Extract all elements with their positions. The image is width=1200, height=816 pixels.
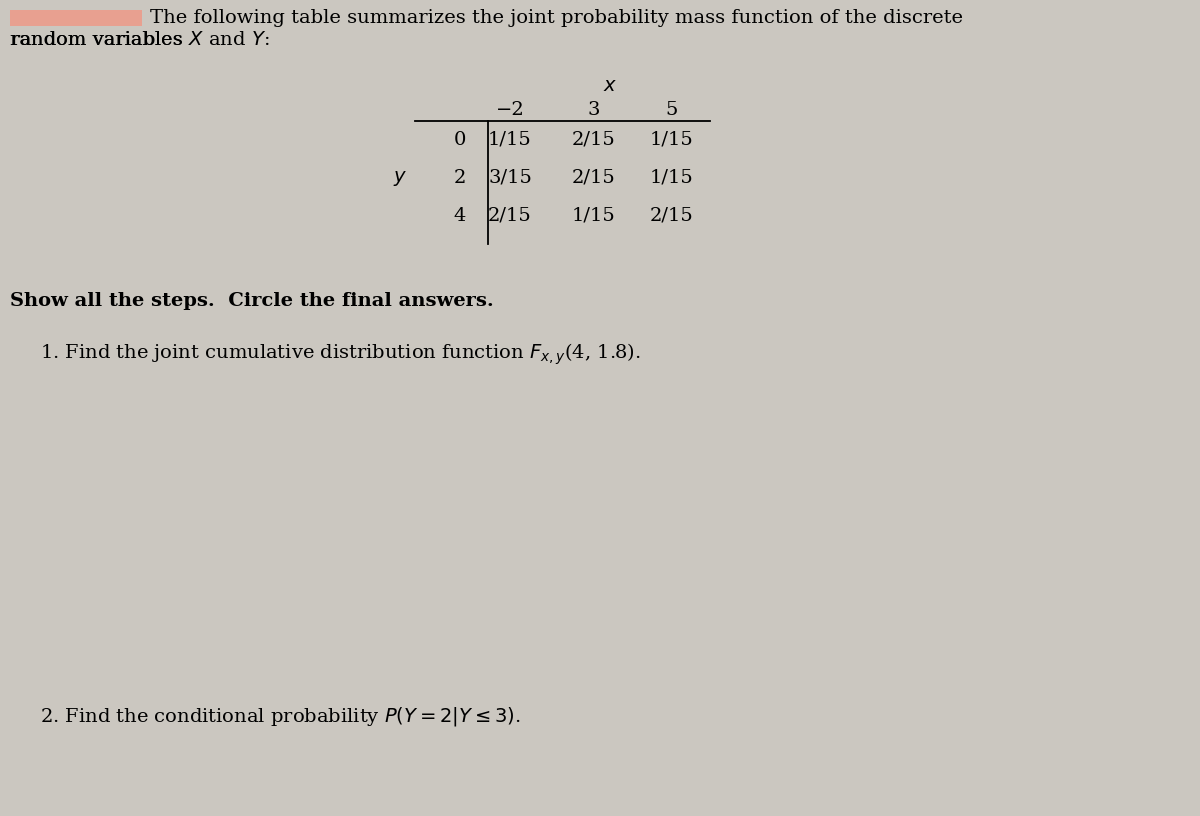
Text: 1/15: 1/15 (650, 169, 694, 187)
Text: The following table summarizes the joint probability mass function of the discre: The following table summarizes the joint… (150, 9, 964, 27)
Text: 2/15: 2/15 (572, 169, 616, 187)
Text: 3/15: 3/15 (488, 169, 532, 187)
Text: $x$: $x$ (602, 77, 617, 95)
Text: 3: 3 (588, 101, 600, 119)
Text: 2/15: 2/15 (572, 131, 616, 149)
Text: 1/15: 1/15 (650, 131, 694, 149)
Text: $y$: $y$ (392, 168, 407, 188)
Text: 2. Find the conditional probability $P(Y = 2|Y \leq 3)$.: 2. Find the conditional probability $P(Y… (40, 704, 521, 728)
Text: 0: 0 (454, 131, 466, 149)
Text: 1. Find the joint cumulative distribution function $F_{x,y}$(4, 1.8).: 1. Find the joint cumulative distributio… (40, 341, 641, 366)
Text: Show all the steps.  Circle the final answers.: Show all the steps. Circle the final ans… (10, 292, 493, 310)
Text: 2: 2 (454, 169, 466, 187)
Bar (10, 10, 142, 26)
Text: 4: 4 (454, 207, 466, 225)
Text: 2/15: 2/15 (650, 207, 694, 225)
Text: 5: 5 (666, 101, 678, 119)
Text: 1/15: 1/15 (488, 131, 532, 149)
Text: 1/15: 1/15 (572, 207, 616, 225)
Text: 2/15: 2/15 (488, 207, 532, 225)
Text: −2: −2 (496, 101, 524, 119)
Text: random variables $X$ and $Y$:: random variables $X$ and $Y$: (10, 31, 270, 49)
Text: random variables: random variables (10, 31, 188, 49)
